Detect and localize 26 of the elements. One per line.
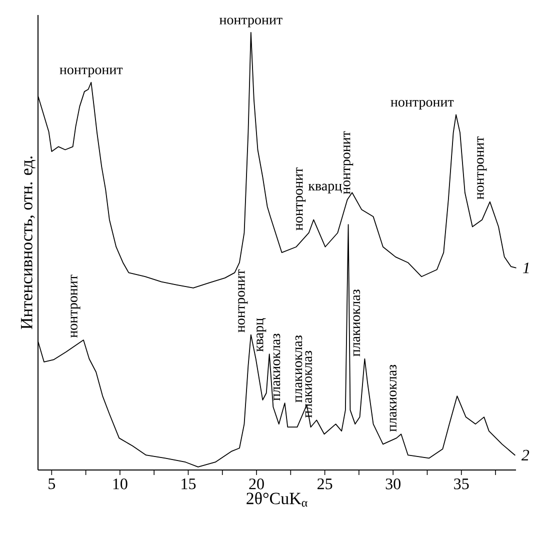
annotation: плакиоклаз (353, 290, 360, 356)
annotation: нонтронит (60, 68, 123, 78)
x-tick-label: 25 (318, 478, 332, 490)
x-axis-title: 2θ°CuK$_{α}$ (246, 492, 308, 507)
annotation: плакиоклаз (273, 334, 280, 401)
annotation: кварц (256, 318, 266, 352)
annotation: нонтронит (344, 131, 354, 194)
x-tick-label: 5 (48, 478, 56, 490)
y-axis-title: Интенсивность, отн. ед. (21, 156, 36, 330)
x-tick-label: 10 (113, 478, 128, 490)
series-label: 2 (521, 450, 530, 460)
x-tick-label: 35 (454, 478, 469, 490)
annotation: нонтронит (70, 274, 80, 338)
annotation: нонтронит (390, 100, 454, 110)
annotation: плакиоклаз (305, 350, 312, 418)
series-label: 1 (522, 262, 529, 274)
annotation: плакиоклаз (390, 364, 397, 432)
annotation: кварц (308, 184, 342, 194)
x-tick-label: 30 (386, 478, 400, 490)
annotation: нонтронит (477, 136, 487, 200)
x-tick-label: 20 (249, 478, 264, 490)
annotation: нонтронит (238, 269, 248, 332)
annotation: плакиоклаз (295, 336, 302, 402)
x-tick-label: 15 (182, 478, 196, 490)
annotation: нонтронит (296, 168, 306, 230)
annotation: нонтронит (219, 18, 282, 28)
